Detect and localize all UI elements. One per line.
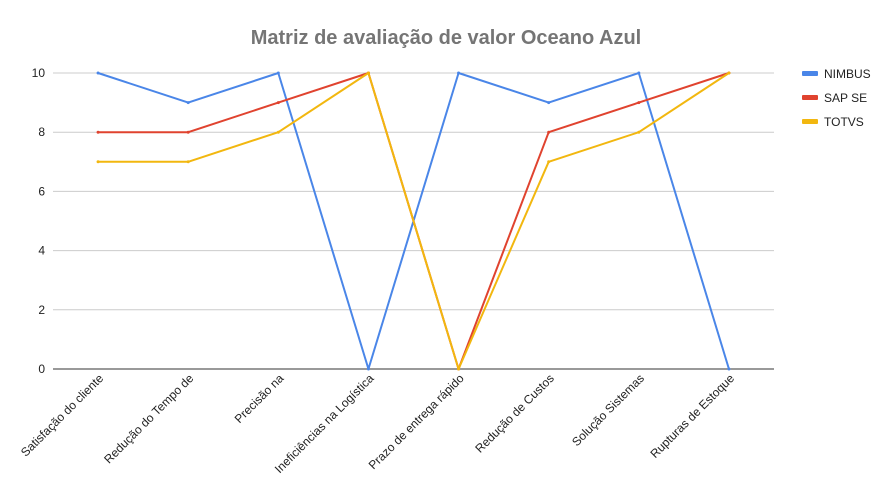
data-point: [547, 130, 551, 134]
legend: NIMBUS SAP SE TOTVS: [802, 67, 871, 129]
x-tick-label: Precisão na: [232, 371, 287, 426]
legend-label: TOTVS: [824, 115, 864, 129]
data-point: [457, 71, 461, 75]
data-point: [637, 71, 641, 75]
data-point: [96, 71, 100, 75]
y-tick-label: 6: [38, 184, 45, 198]
x-tick-label: Redução do Tempo de: [101, 371, 196, 466]
data-point: [186, 130, 190, 134]
data-point: [186, 101, 190, 105]
data-point: [276, 71, 280, 75]
data-point: [547, 101, 551, 105]
data-point: [96, 130, 100, 134]
chart-title: Matriz de avaliação de valor Oceano Azul: [251, 27, 642, 49]
y-tick-label: 8: [38, 125, 45, 139]
y-tick-label: 0: [38, 362, 45, 376]
y-tick-label: 10: [32, 66, 46, 80]
legend-swatch: [802, 119, 818, 124]
x-tick-label: Ineficiências na Logística: [272, 371, 377, 476]
data-point: [637, 101, 641, 105]
data-point: [96, 160, 100, 164]
data-point: [366, 71, 370, 75]
data-point: [366, 367, 370, 371]
legend-label: NIMBUS: [824, 67, 871, 81]
x-tick-label: Redução de Custos: [472, 371, 556, 455]
y-axis-ticks: 0 2 4 6 8 10: [32, 66, 46, 376]
series-line-totvs: [98, 72, 730, 370]
y-tick-label: 4: [38, 244, 45, 258]
data-point: [276, 130, 280, 134]
series-lines: [96, 71, 731, 371]
x-tick-label: Solução Sistemas: [569, 371, 647, 449]
legend-swatch: [802, 95, 818, 100]
data-point: [276, 101, 280, 105]
data-point: [547, 160, 551, 164]
data-point: [637, 130, 641, 134]
x-tick-label: Rupturas de Estoque: [647, 371, 737, 461]
data-point: [727, 367, 731, 371]
data-point: [457, 367, 461, 371]
legend-swatch: [802, 71, 818, 76]
data-point: [727, 71, 731, 75]
x-tick-label: Prazo de entrega rápido: [366, 371, 467, 472]
y-tick-label: 2: [38, 303, 45, 317]
x-tick-label: Satisfação do cliente: [18, 371, 106, 459]
legend-label: SAP SE: [824, 91, 867, 105]
data-point: [186, 160, 190, 164]
